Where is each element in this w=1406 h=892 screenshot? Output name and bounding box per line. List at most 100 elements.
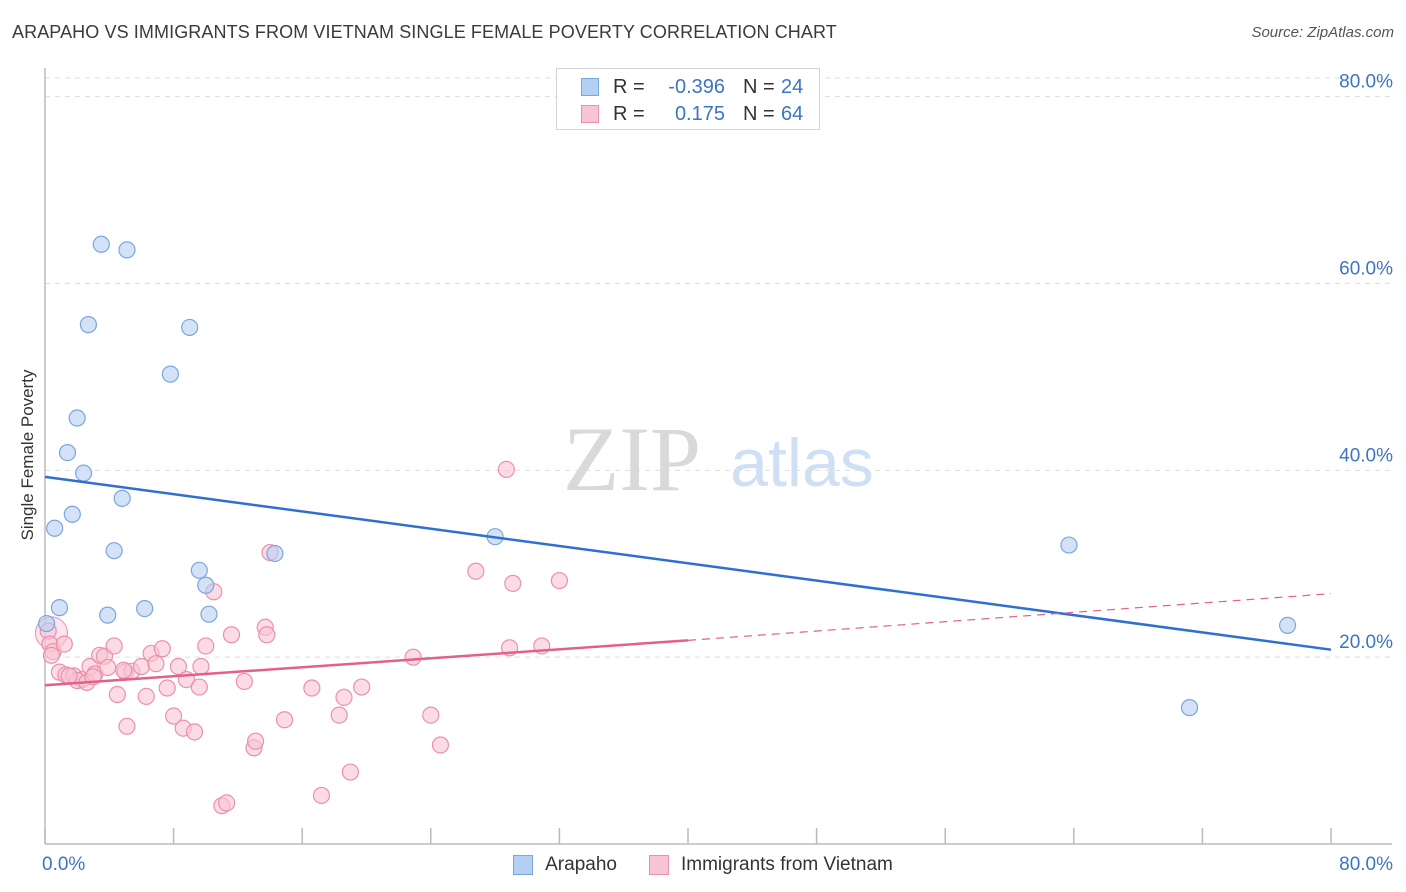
data-point-vietnam xyxy=(218,794,236,812)
data-point-vietnam xyxy=(192,657,210,676)
data-point-vietnam xyxy=(197,637,215,655)
data-point-vietnam xyxy=(222,626,241,644)
stats-row-arapaho: R = -0.396 N = 24 xyxy=(581,75,803,99)
data-point-arapaho xyxy=(68,409,86,427)
data-point-arapaho xyxy=(136,599,154,618)
data-point-arapaho xyxy=(58,443,77,462)
x-tick-label: 0.0% xyxy=(42,854,85,875)
arapaho-legend-swatch xyxy=(513,855,534,875)
data-point-arapaho xyxy=(190,561,208,579)
data-point-vietnam xyxy=(169,657,188,676)
watermark: ZIP atlas xyxy=(563,408,874,510)
gridlines xyxy=(45,77,1392,658)
data-point-vietnam xyxy=(431,736,450,754)
watermark-atlas: atlas xyxy=(730,425,874,501)
n-value: 24 xyxy=(781,75,804,98)
data-point-arapaho xyxy=(161,365,179,383)
data-point-vietnam xyxy=(497,460,515,479)
data-point-vietnam xyxy=(312,786,331,805)
data-point-vietnam xyxy=(341,763,360,781)
data-point-arapaho xyxy=(79,316,98,334)
data-point-arapaho xyxy=(105,542,123,560)
data-point-vietnam xyxy=(147,655,165,673)
data-point-vietnam xyxy=(303,679,321,697)
n-label: N = xyxy=(743,75,775,98)
data-point-vietnam xyxy=(404,648,422,666)
y-tick-label: 60.0% xyxy=(1339,259,1393,280)
r-value: -0.396 xyxy=(668,75,725,98)
data-point-arapaho xyxy=(118,241,136,259)
data-point-vietnam xyxy=(550,571,569,590)
data-point-vietnam xyxy=(158,679,176,697)
n-label: N = xyxy=(743,102,775,125)
legend-item-arapaho[interactable]: Arapaho xyxy=(513,854,617,876)
data-point-arapaho xyxy=(113,489,131,507)
data-point-vietnam xyxy=(108,685,126,704)
data-point-vietnam xyxy=(330,706,348,724)
chart-title: ARAPAHO VS IMMIGRANTS FROM VIETNAM SINGL… xyxy=(12,22,837,42)
data-point-vietnam xyxy=(258,626,276,644)
series-legend: Arapaho Immigrants from Vietnam xyxy=(0,852,1406,878)
data-point-vietnam xyxy=(190,678,208,696)
n-value: 64 xyxy=(781,102,804,125)
trendline-arapaho xyxy=(44,475,1332,651)
data-point-arapaho xyxy=(63,505,81,523)
x-tick-label: 80.0% xyxy=(1339,854,1393,875)
series-arapaho xyxy=(38,235,1297,717)
data-point-arapaho xyxy=(266,544,284,563)
data-point-vietnam xyxy=(235,672,253,691)
vietnam-legend-swatch xyxy=(648,855,669,875)
tick-labels: 20.0% 40.0% 60.0% 80.0% 0.0% 80.0% xyxy=(42,72,1393,875)
data-point-vietnam xyxy=(353,678,371,696)
source-label: Source: ZipAtlas.com xyxy=(1251,24,1394,41)
data-point-vietnam xyxy=(115,661,133,679)
data-point-vietnam xyxy=(153,640,171,658)
vietnam-swatch xyxy=(581,105,599,123)
trendline-vietnam-extension xyxy=(687,593,1332,641)
data-point-arapaho xyxy=(50,599,69,617)
legend-label-vietnam: Immigrants from Vietnam xyxy=(680,854,893,875)
data-point-arapaho xyxy=(92,235,110,253)
data-point-arapaho xyxy=(1060,536,1078,554)
y-tick-label: 20.0% xyxy=(1339,632,1393,653)
stats-row-vietnam: R = 0.175 N = 64 xyxy=(581,102,803,126)
data-point-vietnam xyxy=(275,711,294,729)
legend-label-arapaho: Arapaho xyxy=(545,854,617,875)
data-point-vietnam xyxy=(246,732,265,750)
r-label: R = xyxy=(613,102,645,125)
series-immigrants-from-vietnam xyxy=(34,460,569,815)
data-point-vietnam xyxy=(99,658,117,677)
data-point-vietnam xyxy=(335,688,353,706)
r-label: R = xyxy=(613,75,645,98)
data-point-arapaho xyxy=(1180,699,1199,717)
data-point-arapaho xyxy=(99,606,117,624)
data-point-vietnam xyxy=(55,635,73,653)
data-point-arapaho xyxy=(46,519,64,537)
trendlines xyxy=(44,475,1332,687)
axes xyxy=(44,68,1392,845)
data-point-arapaho xyxy=(1278,616,1297,635)
watermark-zip: ZIP xyxy=(563,408,701,510)
data-point-vietnam xyxy=(467,562,485,580)
trendline-vietnam xyxy=(44,639,689,687)
data-point-vietnam xyxy=(504,574,522,592)
data-point-arapaho xyxy=(197,576,215,594)
y-tick-label: 80.0% xyxy=(1339,72,1393,93)
data-point-arapaho xyxy=(38,614,56,633)
data-point-vietnam xyxy=(118,717,136,735)
data-point-vietnam xyxy=(60,667,78,685)
data-point-vietnam xyxy=(165,707,183,725)
data-point-arapaho xyxy=(181,318,199,337)
data-point-arapaho xyxy=(74,464,93,482)
stats-legend: R = -0.396 N = 24 R = 0.175 N = 64 xyxy=(556,68,820,130)
arapaho-swatch xyxy=(581,78,599,96)
y-tick-label: 40.0% xyxy=(1339,445,1393,466)
data-point-vietnam xyxy=(137,687,155,706)
data-point-vietnam xyxy=(105,637,123,655)
data-point-vietnam xyxy=(422,706,440,724)
legend-item-vietnam[interactable]: Immigrants from Vietnam xyxy=(648,854,893,876)
data-point-vietnam xyxy=(185,723,204,741)
data-point-vietnam xyxy=(42,646,61,664)
r-value: 0.175 xyxy=(674,102,725,125)
